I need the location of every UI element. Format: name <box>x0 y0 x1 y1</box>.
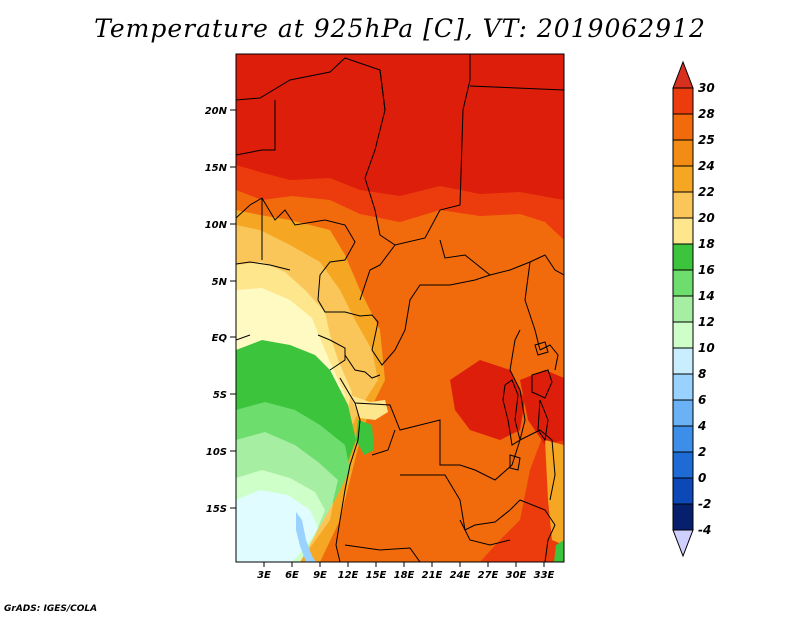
colorbar-box <box>672 399 694 427</box>
region-22-patch-se <box>545 440 564 545</box>
colorbar-box <box>672 243 694 271</box>
colorbar-label: 4 <box>697 419 706 433</box>
colorbar-arrow-top <box>672 60 694 89</box>
colorbar-box <box>672 321 694 349</box>
lon-label: 3E <box>257 570 271 581</box>
region-14-patch-se <box>554 540 564 562</box>
colorbar-label: 12 <box>698 315 715 329</box>
lon-label: 33E <box>534 570 555 581</box>
lat-label: 5N <box>212 277 228 288</box>
colorbar-box <box>672 295 694 323</box>
colorbar-label: -4 <box>698 523 711 537</box>
colorbar-box <box>672 165 694 193</box>
lat-label: 20N <box>205 106 228 117</box>
lat-label: 15S <box>206 504 227 515</box>
colorbar-label: 16 <box>698 263 715 277</box>
colorbar-label: 22 <box>698 185 715 199</box>
colorbar <box>672 60 694 558</box>
colorbar-label: 18 <box>698 237 715 251</box>
colorbar-label: 14 <box>698 289 715 303</box>
map-frame <box>235 53 565 563</box>
colorbar-label: 30 <box>698 81 715 95</box>
colorbar-label: 28 <box>698 107 715 121</box>
colorbar-label: 20 <box>698 211 715 225</box>
colorbar-label: 10 <box>698 341 715 355</box>
colorbar-labels: 30 28 25 24 22 20 18 16 14 12 10 8 6 4 2… <box>697 81 715 537</box>
colorbar-box <box>672 269 694 297</box>
borders <box>236 54 564 562</box>
lat-label: 15N <box>205 163 228 174</box>
lat-label: 10N <box>205 220 228 231</box>
lon-label: 18E <box>394 570 415 581</box>
region-30-patch-lake <box>520 370 564 445</box>
colorbar-label: 0 <box>698 471 706 485</box>
region-30-patch-east <box>450 360 525 440</box>
lon-label: 6E <box>285 570 299 581</box>
lon-label: 12E <box>338 570 359 581</box>
region-18-patch <box>350 395 388 420</box>
region-14-patch <box>356 420 374 455</box>
grads-credit: GrADS: IGES/COLA <box>4 604 98 614</box>
colorbar-box <box>672 347 694 375</box>
lon-label: 30E <box>506 570 527 581</box>
colorbar-arrow-bottom <box>672 529 694 558</box>
lat-label: 10S <box>206 447 227 458</box>
lon-label: 9E <box>313 570 327 581</box>
colorbar-box <box>672 113 694 141</box>
lat-label: 5S <box>213 390 227 401</box>
lat-ticks <box>230 109 236 509</box>
region-6 <box>236 490 318 562</box>
lon-label: 21E <box>422 570 443 581</box>
colorbar-label: -2 <box>698 497 711 511</box>
colorbar-label: 6 <box>698 393 706 407</box>
lakes <box>502 341 553 471</box>
lat-labels: 20N 15N 10N 5N EQ 5S 10S 15S <box>205 106 228 515</box>
colorbar-box <box>672 87 694 115</box>
colorbar-box <box>672 373 694 401</box>
colorbar-box <box>672 191 694 219</box>
colorbar-box <box>672 503 694 531</box>
colorbar-label: 25 <box>698 133 715 147</box>
colorbar-box <box>672 451 694 479</box>
lon-labels: 3E 6E 9E 12E 15E 18E 21E 24E 27E 30E 33E <box>257 570 554 581</box>
colorbar-box <box>672 139 694 167</box>
colorbar-box <box>672 477 694 505</box>
region-4 <box>296 512 316 562</box>
colorbar-label: 8 <box>698 367 706 381</box>
lon-label: 15E <box>366 570 387 581</box>
lon-ticks <box>263 562 545 567</box>
lon-label: 27E <box>478 570 499 581</box>
lat-label: EQ <box>212 333 228 344</box>
colorbar-box <box>672 425 694 453</box>
temperature-field <box>236 54 564 562</box>
lon-label: 24E <box>450 570 471 581</box>
colorbar-box <box>672 217 694 245</box>
colorbar-label: 24 <box>698 159 715 173</box>
colorbar-label: 2 <box>698 445 706 459</box>
map-title: Temperature at 925hPa [C], VT: 201906291… <box>94 14 706 43</box>
